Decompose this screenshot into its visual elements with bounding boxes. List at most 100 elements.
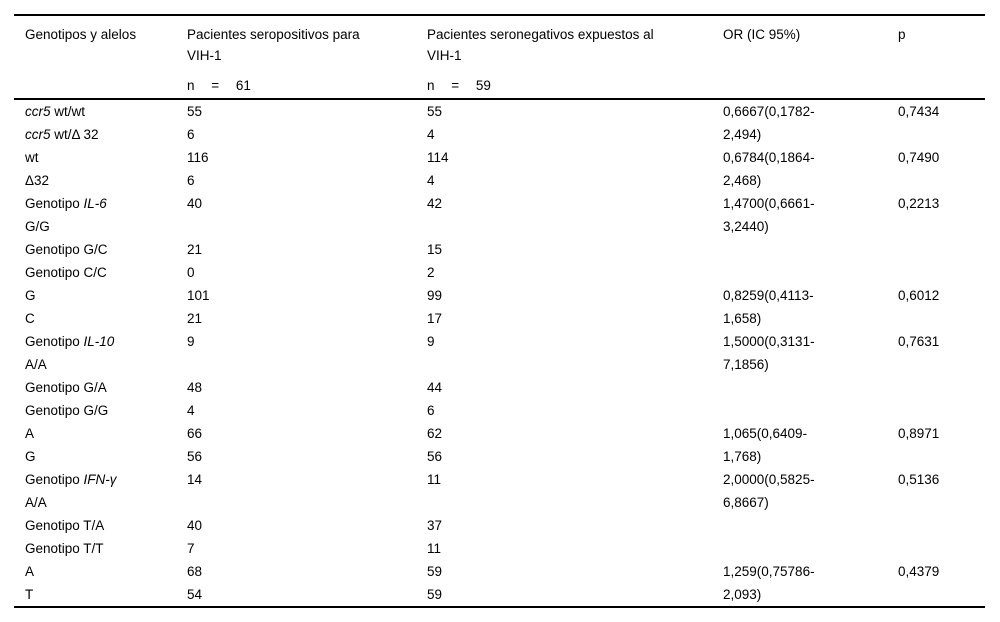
table-row: C 21 17 [14,307,985,330]
seronegative-count-cell: 4 [427,127,435,142]
p-value-cell [887,238,985,261]
seronegative-count-cell: 11 [427,472,442,487]
seronegative-count-cell: 59 [427,564,443,579]
seronegative-count-cell: 62 [427,426,443,441]
seronegative-count-cell: 59 [427,587,443,602]
seropositive-count-cell: 7 [187,541,195,556]
table-row: Δ32 6 4 [14,169,985,192]
genotype-label-cell: Genotipo T/A [25,518,105,533]
table-row: G 56 56 [14,445,985,468]
seronegative-count-cell: 114 [427,150,449,165]
seronegative-count-cell: 55 [427,104,443,119]
table-row: Genotipo T/A 40 37 [14,514,985,537]
genotype-label-cell: Genotipo IFN-γ A/A [25,472,117,510]
genotype-label-cell: Genotipo T/T [25,541,104,556]
table-row: ccr5 wt/wt 55 55 0,6667(0,1782- 2,494) 0,7434 [14,99,985,142]
genotype-label-cell: ccr5 wt/wt [25,104,86,119]
or-ci-cell [712,376,887,399]
or-ci-cell: 1,4700(0,6661- 3,2440) [723,196,815,234]
genotype-label-cell: ccr5 wt/Δ 32 [25,127,99,142]
header-label-line2: VIH-1 [427,48,462,63]
table-row: A 66 62 1,065(0,6409- 1,768) 0,8971 [14,422,985,464]
genotype-label-cell: Genotipo IL-10 A/A [25,334,115,372]
genotype-label-cell: Δ32 [25,173,50,188]
header-genotypes-alleles: Genotipos y alelos [14,15,176,99]
seropositive-count-cell: 4 [187,403,195,418]
table-row: Genotipo IL-6 G/G 40 42 1,4700(0,6661- 3,2440… [14,192,985,238]
seronegative-count-cell: 4 [427,173,435,188]
p-value-cell: 0,8971 [898,426,940,441]
seronegative-count-cell: 2 [427,265,435,280]
seropositive-count-cell: 9 [187,334,195,349]
or-ci-cell: 0,6667(0,1782- 2,494) [723,104,815,142]
table-row: T 54 59 [14,583,985,607]
or-ci-cell: 1,065(0,6409- 1,768) [723,426,808,464]
or-ci-cell: 1,259(0,75786- 2,093) [723,564,815,602]
seropositive-count-cell: 56 [187,449,203,464]
header-seropositive-patients: Pacientes seropositivos para VIH-1 n = 6… [176,15,416,99]
p-value-cell: 0,7490 [898,150,940,165]
table-row: A 68 59 1,259(0,75786- 2,093) 0,4379 [14,560,985,602]
seronegative-count-cell: 42 [427,196,443,211]
table-row: Genotipo G/A 48 44 [14,376,985,399]
seronegative-count-cell: 99 [427,288,443,303]
p-value-cell [887,261,985,284]
p-value-cell [887,399,985,422]
genotype-table-container: Genotipos y alelos Pacientes seropositiv… [14,14,985,608]
seronegative-count-cell: 44 [427,380,443,395]
table-row: Genotipo IL-10 A/A 9 9 1,5000(0,3131- 7,1856)… [14,330,985,376]
table-row: Genotipo G/G 4 6 [14,399,985,422]
p-value-cell: 0,2213 [898,196,940,211]
genotype-label-cell: G [25,288,36,303]
header-row: Genotipos y alelos Pacientes seropositiv… [14,15,985,99]
genotype-allele-table: Genotipos y alelos Pacientes seropositiv… [14,14,985,608]
header-seronegative-patients: Pacientes seronegativos expuestos al VIH… [416,15,712,99]
table-row: Genotipo C/C 0 2 [14,261,985,284]
genotype-label-cell: A [25,426,35,441]
genotype-label-cell: Genotipo G/G [25,403,109,418]
genotype-label-cell: C [25,311,35,326]
or-ci-cell [712,238,887,261]
p-value-cell [887,514,985,537]
header-label: Pacientes seropositivos para [187,27,360,42]
seropositive-count-cell: 55 [187,104,203,119]
or-ci-cell [712,261,887,284]
or-ci-cell [712,399,887,422]
seropositive-count-cell: 116 [187,150,209,165]
genotype-label-cell: G [25,449,36,464]
seropositive-count-cell: 54 [187,587,203,602]
seronegative-count-cell: 37 [427,518,443,533]
genotype-label-cell: Genotipo C/C [25,265,107,280]
header-n-count: n = 61 [187,78,251,93]
header-or-ci: OR (IC 95%) [712,15,887,99]
header-label: Genotipos y alelos [25,27,137,42]
seropositive-count-cell: 6 [187,127,195,142]
table-header: Genotipos y alelos Pacientes seropositiv… [14,15,985,99]
header-label-line2: VIH-1 [187,48,222,63]
table-row: G 101 99 0,8259(0,4113- 1,658) 0,6012 [14,284,985,326]
table-body: ccr5 wt/wt 55 55 0,6667(0,1782- 2,494) 0,7434… [14,99,985,607]
p-value-cell: 0,6012 [898,288,940,303]
p-value-cell: 0,7631 [898,334,940,349]
or-ci-cell [712,514,887,537]
or-ci-cell: 0,8259(0,4113- 1,658) [723,288,814,326]
genotype-label-cell: A [25,564,35,579]
or-ci-cell: 0,6784(0,1864- 2,468) [723,150,815,188]
seropositive-count-cell: 14 [187,472,203,487]
or-ci-cell: 1,5000(0,3131- 7,1856) [723,334,815,372]
genotype-label-cell: wt [25,150,39,165]
seropositive-count-cell: 21 [187,311,203,326]
genotype-label-cell: T [25,587,34,602]
table-row: Genotipo G/C 21 15 [14,238,985,261]
seropositive-count-cell: 48 [187,380,203,395]
seropositive-count-cell: 40 [187,518,203,533]
header-label: OR (IC 95%) [723,27,801,42]
seronegative-count-cell: 17 [427,311,443,326]
seropositive-count-cell: 0 [187,265,195,280]
seronegative-count-cell: 11 [427,541,442,556]
or-ci-cell [712,537,887,560]
seropositive-count-cell: 6 [187,173,195,188]
header-label: Pacientes seronegativos expuestos al [427,27,654,42]
seropositive-count-cell: 68 [187,564,203,579]
seropositive-count-cell: 101 [187,288,210,303]
